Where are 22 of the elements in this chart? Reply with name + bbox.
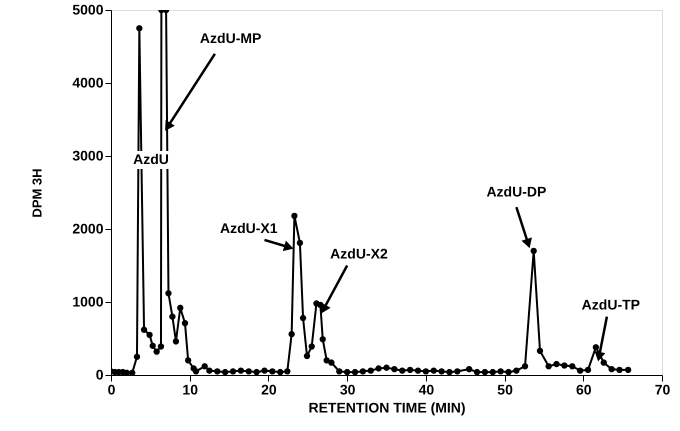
y-axis-title: DPM 3H (29, 168, 44, 218)
annotation: AzdU-X2 (330, 246, 388, 262)
annotation: AzdU-TP (582, 296, 640, 313)
y-tick-label: 1000 (72, 294, 104, 310)
x-tick-label: 20 (261, 382, 277, 398)
x-tick-label: 50 (497, 382, 514, 398)
y-tick-label: 4000 (72, 74, 104, 90)
y-tick-label: 2000 (72, 220, 104, 236)
annotation: AzdU-DP (486, 184, 546, 200)
x-tick-label: 60 (576, 382, 592, 398)
x-axis-title: RETENTION TIME (MIN) (308, 400, 466, 416)
y-tick-label: 3000 (72, 148, 104, 164)
x-tick-label: 70 (654, 382, 670, 398)
x-tick-label: 10 (182, 382, 198, 398)
annotation: AzdU-MP (200, 30, 262, 46)
x-tick-label: 0 (108, 382, 116, 398)
annotation: AzdU (133, 151, 169, 167)
x-tick-label: 30 (340, 382, 356, 398)
y-tick-label: 0 (96, 366, 104, 382)
x-tick-label: 40 (418, 382, 434, 398)
y-tick-label: 5000 (72, 2, 104, 18)
annotation: AzdU-X1 (220, 220, 278, 236)
